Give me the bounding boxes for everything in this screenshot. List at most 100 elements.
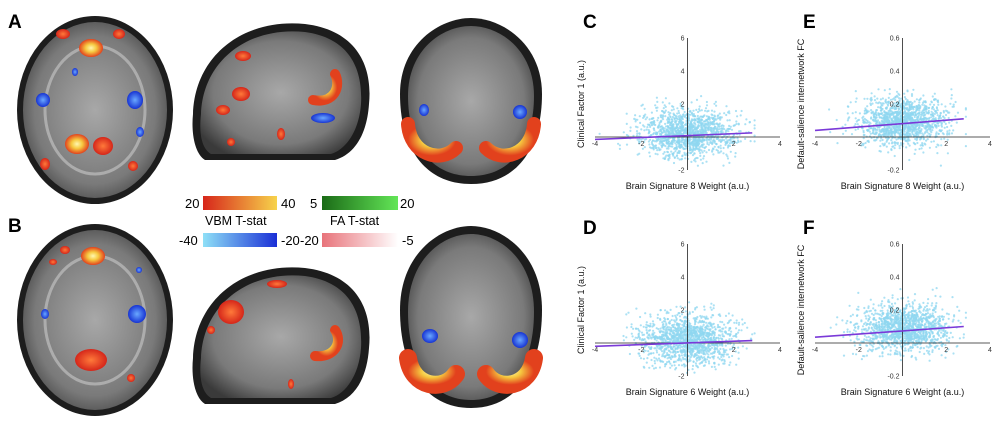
scatter-point xyxy=(707,127,710,130)
scatter-point xyxy=(642,349,646,352)
scatter-point xyxy=(880,112,883,115)
scatter-point xyxy=(644,326,648,329)
scatter-point xyxy=(887,100,890,103)
scatter-point xyxy=(885,131,888,134)
scatter-point xyxy=(685,122,688,125)
scatter-point xyxy=(688,339,691,343)
scatter-point xyxy=(648,366,651,369)
scatter-point xyxy=(891,113,894,116)
scatter-point xyxy=(877,134,880,137)
scatter-point xyxy=(656,313,659,316)
scatter-point xyxy=(719,320,722,323)
scatter-point xyxy=(690,160,693,163)
scatter-point xyxy=(643,125,646,128)
scatter-point xyxy=(705,104,709,107)
scatter-point xyxy=(667,141,670,144)
scatter-point xyxy=(703,149,706,152)
scatter-point xyxy=(636,118,639,121)
scatter-point xyxy=(681,155,684,158)
scatter-point xyxy=(950,132,954,135)
scatter-point xyxy=(691,141,694,144)
scatter-point xyxy=(886,132,890,135)
scatter-point xyxy=(642,338,645,341)
scatter-point xyxy=(737,323,740,326)
x-tick-label: 4 xyxy=(988,141,992,148)
scatter-point xyxy=(913,299,916,302)
scatter-point xyxy=(846,319,849,323)
scatter-point xyxy=(945,335,948,338)
scatter-point xyxy=(700,355,703,359)
scatter-point xyxy=(916,141,919,145)
scatter-point xyxy=(922,138,925,141)
scatter-point xyxy=(728,356,731,359)
scatter-point xyxy=(665,125,668,128)
scatter-point xyxy=(733,137,736,140)
scatter-point xyxy=(672,105,675,108)
scatter-point xyxy=(913,115,916,119)
scatter-point xyxy=(707,350,711,353)
scatter-point xyxy=(848,330,851,333)
scatter-point xyxy=(660,140,663,143)
scatter-point xyxy=(700,119,703,122)
scatter-point xyxy=(684,333,687,337)
scatter-point xyxy=(721,338,724,341)
scatter-point xyxy=(683,129,687,132)
scatter-point xyxy=(695,144,698,147)
scatter-point xyxy=(948,129,951,132)
scatter-point xyxy=(876,330,879,333)
scatter-point xyxy=(698,124,701,127)
scatter-point xyxy=(942,115,945,118)
scatter-point xyxy=(898,97,901,100)
scatter-point xyxy=(925,313,928,316)
scatter-point xyxy=(692,326,695,329)
scatter-point xyxy=(707,117,710,120)
scatter-point xyxy=(913,152,916,155)
scatter-point xyxy=(858,343,861,346)
scatter-point xyxy=(682,113,685,116)
scatter-point xyxy=(921,142,924,145)
scatter-point xyxy=(929,103,932,106)
scatter-point xyxy=(888,142,891,145)
scatter-point xyxy=(902,334,905,338)
scatter-point xyxy=(703,315,706,318)
scatter-point xyxy=(663,317,666,320)
scatter-point xyxy=(698,108,701,111)
scatter-point xyxy=(699,358,702,361)
scatter-point xyxy=(721,131,724,134)
scatter-point xyxy=(869,298,872,301)
scatter-point xyxy=(928,125,931,128)
scatter-point xyxy=(731,354,734,358)
scatter-point xyxy=(694,362,697,365)
scatter-point xyxy=(697,350,700,353)
scatter-point xyxy=(930,304,933,307)
scatter-point xyxy=(721,353,724,356)
scatter-point xyxy=(737,123,740,126)
scatter-point xyxy=(651,364,654,367)
scatter-point xyxy=(926,131,929,134)
scatter-point xyxy=(719,347,722,351)
scatter-point xyxy=(632,134,635,137)
scatter-point xyxy=(680,354,683,357)
scatter-point xyxy=(696,326,699,329)
scatter-point xyxy=(904,347,907,350)
scatter-point xyxy=(931,123,934,126)
scatter-point xyxy=(664,325,667,328)
scatter-point xyxy=(690,325,693,328)
scatter-point xyxy=(895,111,899,114)
scatter-point xyxy=(903,96,906,99)
scatter-point xyxy=(726,353,730,356)
scatter-point xyxy=(670,330,673,333)
scatter-point xyxy=(691,353,694,357)
scatter-point xyxy=(881,97,884,100)
scatter-point xyxy=(893,154,896,158)
scatter-point xyxy=(924,143,927,146)
scatter-point xyxy=(670,326,673,329)
scatter-point xyxy=(668,356,671,359)
scatter-point xyxy=(688,126,691,129)
scatter-point xyxy=(853,344,856,347)
scatter-point xyxy=(857,127,860,130)
scatter-point xyxy=(653,331,656,334)
scatter-point xyxy=(669,362,672,365)
scatter-point xyxy=(896,142,899,146)
scatter-point xyxy=(700,95,703,98)
